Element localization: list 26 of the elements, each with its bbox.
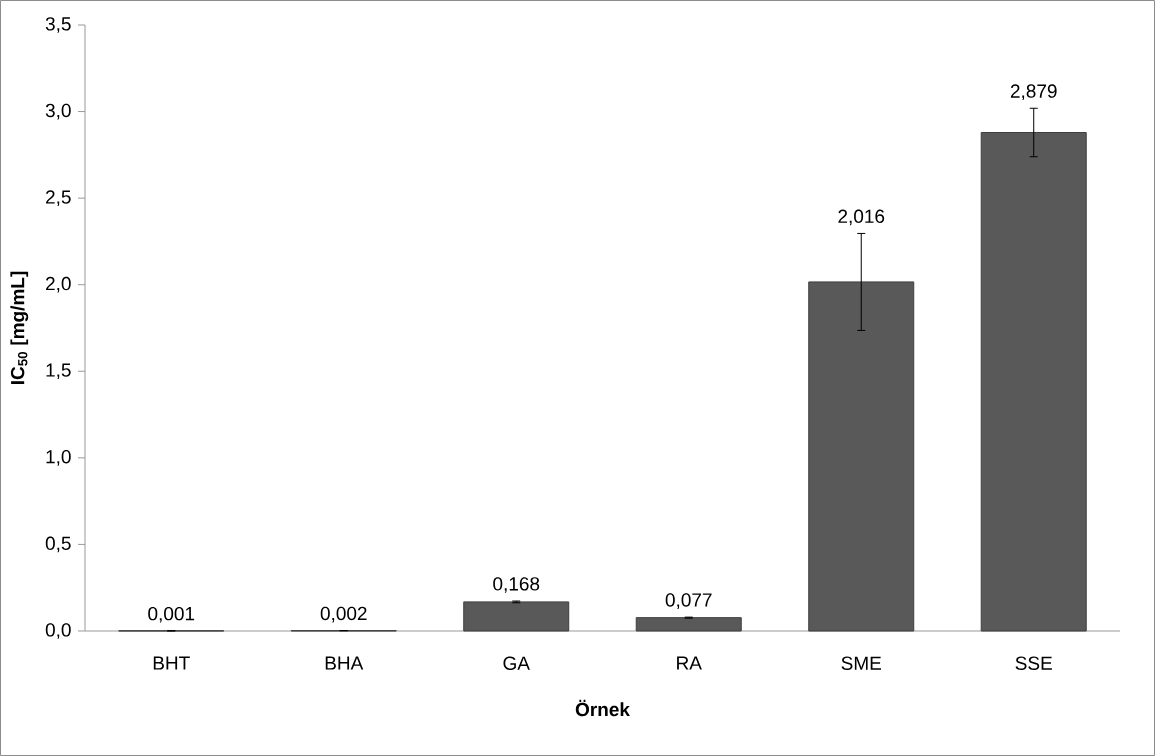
x-tick-label: SSE — [1015, 656, 1052, 670]
data-label: 2,879 — [1010, 84, 1057, 101]
x-tick-label: RA — [677, 656, 702, 670]
bar — [635, 617, 742, 632]
y-tick-label: 3,5 — [45, 17, 71, 33]
data-label: 0,001 — [148, 606, 195, 623]
x-tick-label: BHT — [153, 656, 190, 670]
y-tick-label: 3,0 — [45, 103, 71, 120]
x-tick-label: BHA — [325, 656, 364, 670]
y-tick-label: 1,5 — [46, 363, 71, 380]
y-tick-label: 2,5 — [46, 190, 71, 206]
x-tick-label: GA — [503, 656, 530, 670]
y-tick-label: 0,5 — [45, 536, 71, 553]
bar — [808, 281, 915, 632]
data-label: 2,016 — [838, 209, 885, 226]
data-label: 0,002 — [320, 606, 367, 623]
data-label: 0,168 — [493, 577, 540, 593]
y-tick-label: 1,0 — [46, 450, 71, 466]
x-tick-label: SME — [841, 656, 882, 670]
bar — [980, 132, 1087, 632]
x-axis-title: Örnek — [575, 699, 630, 717]
bar — [463, 601, 570, 632]
y-tick-label: 2,0 — [46, 276, 71, 293]
data-label: 0,077 — [665, 593, 712, 609]
y-tick-label: 0,0 — [45, 623, 71, 639]
y-axis-title: IC$_{50}$ [mg/mL] — [10, 271, 29, 384]
